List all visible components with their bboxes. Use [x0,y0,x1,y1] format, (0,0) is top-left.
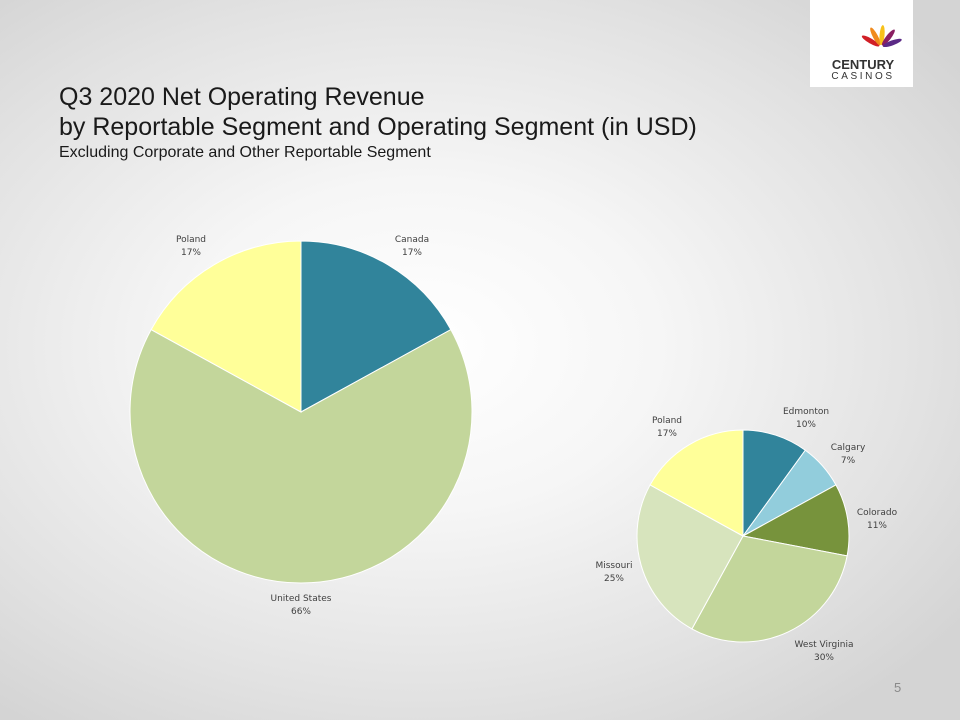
segment-slice-canada [300,240,452,413]
operating-value-poland: 17% [657,429,677,439]
logo-starburst-icon [861,25,902,48]
title-block: Q3 2020 Net Operating Revenue by Reporta… [59,82,697,163]
century-casinos-logo: CENTURY CASINOS [810,0,913,87]
slide-title-line2: by Reportable Segment and Operating Segm… [59,113,697,141]
operating-slice-colorado [741,484,850,557]
segment-label-canada: Canada [395,235,429,245]
operating-slice-poland [649,429,744,537]
operating-label-west-virginia: West Virginia [795,640,854,650]
operating-slice-missouri [636,484,744,630]
slide-title-line1: Q3 2020 Net Operating Revenue [59,83,425,111]
segment-label-poland: Poland [176,235,206,245]
operating-value-west-virginia: 30% [814,653,834,663]
operating-label-poland: Poland [652,416,682,426]
operating-label-missouri: Missouri [595,561,632,571]
operating-value-missouri: 25% [604,574,624,584]
segment-slice-poland [150,240,302,413]
operating-slice-west-virginia [691,535,848,643]
operating-value-edmonton: 10% [796,420,816,430]
operating-value-calgary: 7% [841,456,856,466]
operating-value-colorado: 11% [867,521,887,531]
logo-text-line2: CASINOS [831,71,894,82]
segment-value-canada: 17% [402,248,422,258]
page-number: 5 [894,680,902,695]
logo-text-line1: CENTURY [832,57,895,72]
pie-chart-reportable-segment: Canada 17% United States 66% Poland 17% [129,235,473,617]
pie-chart-operating-segment: Edmonton 10% Calgary 7% Colorado 11% West Virg… [595,407,897,663]
operating-label-calgary: Calgary [831,443,866,453]
slide-subtitle: Excluding Corporate and Other Reportable… [59,144,431,161]
segment-value-poland: 17% [181,248,201,258]
operating-label-colorado: Colorado [857,508,898,518]
segment-slice-united-states [129,328,473,584]
segment-label-united-states: United States [271,594,332,604]
segment-value-united-states: 66% [291,607,311,617]
operating-label-edmonton: Edmonton [783,407,829,417]
